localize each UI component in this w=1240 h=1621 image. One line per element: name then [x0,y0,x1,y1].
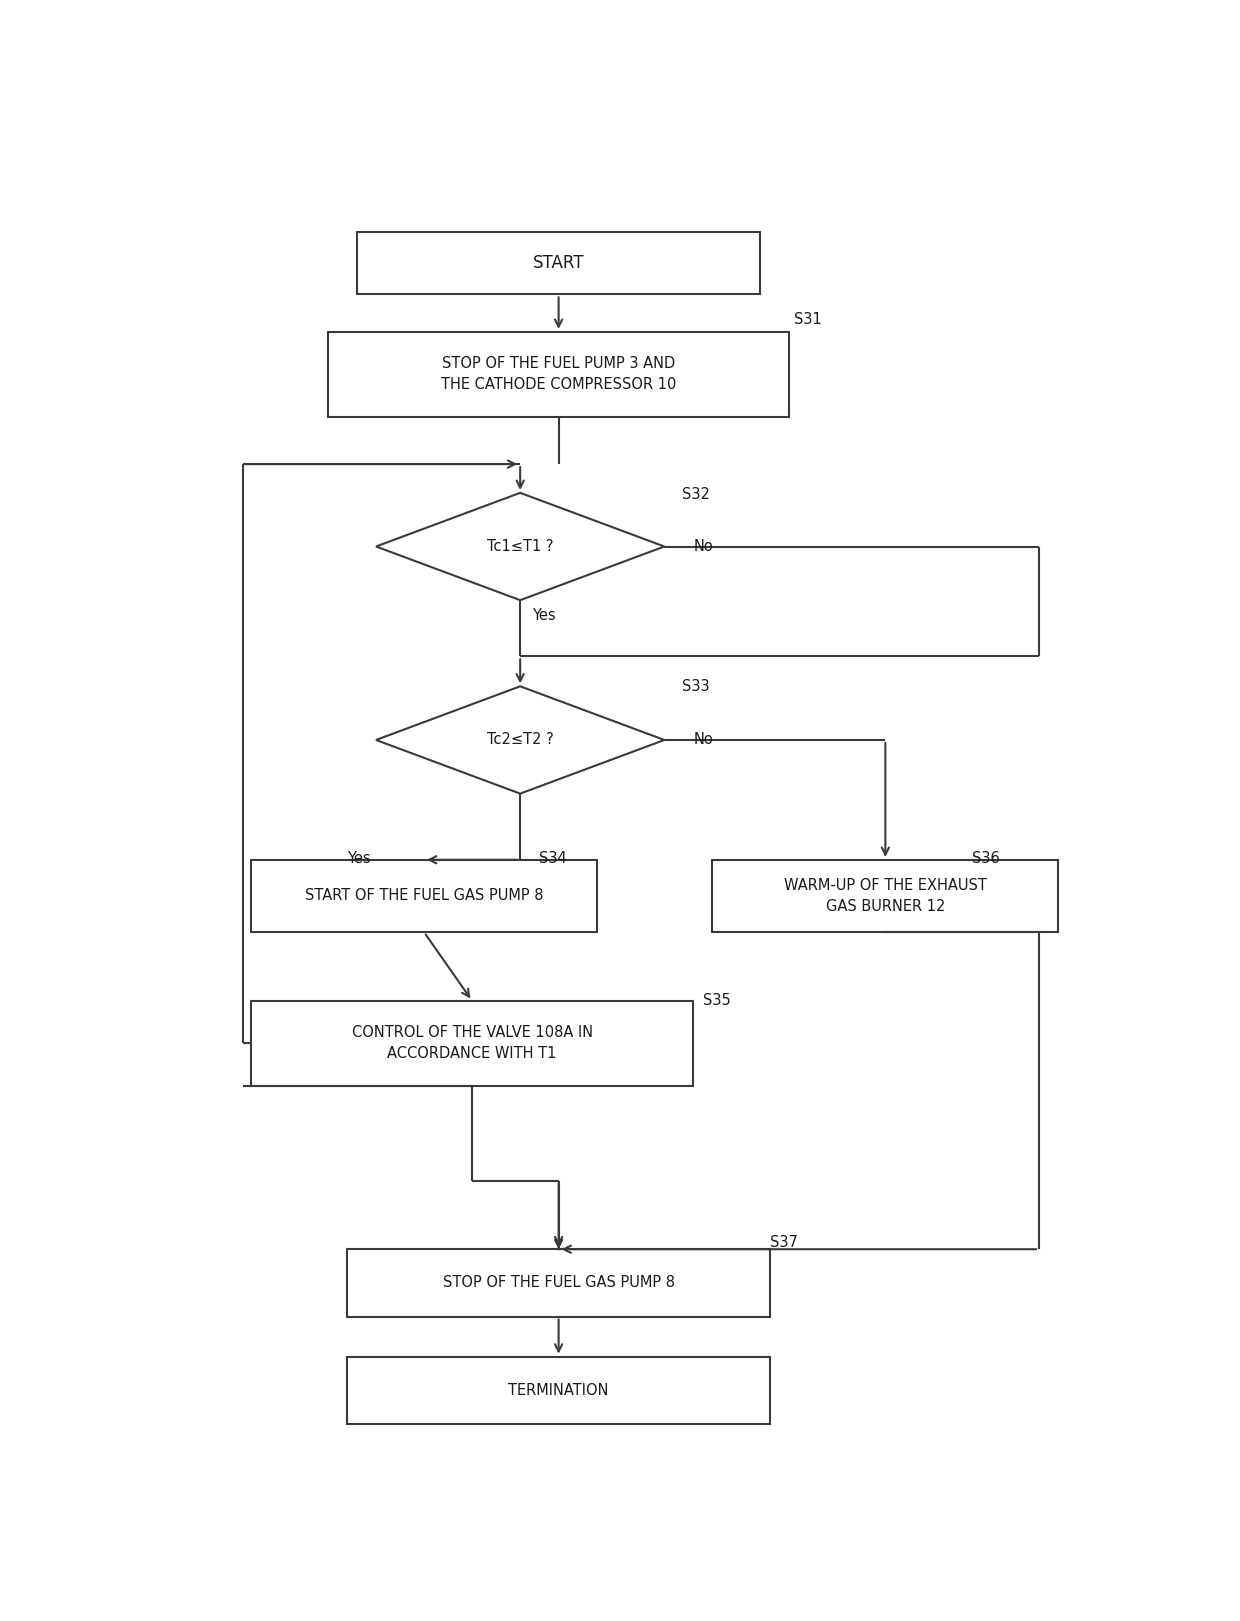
Text: S36: S36 [972,851,999,866]
Text: STOP OF THE FUEL GAS PUMP 8: STOP OF THE FUEL GAS PUMP 8 [443,1276,675,1290]
Text: WARM-UP OF THE EXHAUST
GAS BURNER 12: WARM-UP OF THE EXHAUST GAS BURNER 12 [784,879,987,914]
Text: START: START [533,254,584,272]
Text: S32: S32 [682,486,709,501]
Text: Tc1≤T1 ?: Tc1≤T1 ? [487,540,553,554]
FancyBboxPatch shape [327,332,789,417]
Text: S37: S37 [770,1235,797,1250]
FancyBboxPatch shape [347,1357,770,1423]
Polygon shape [376,493,665,600]
FancyBboxPatch shape [250,1000,693,1086]
Text: STOP OF THE FUEL PUMP 3 AND
THE CATHODE COMPRESSOR 10: STOP OF THE FUEL PUMP 3 AND THE CATHODE … [441,357,676,392]
Text: Yes: Yes [347,851,371,866]
FancyBboxPatch shape [250,859,596,932]
Text: S34: S34 [539,851,567,866]
FancyBboxPatch shape [347,1250,770,1316]
Text: S33: S33 [682,679,709,694]
Text: Yes: Yes [532,608,556,622]
Text: S31: S31 [794,311,822,327]
Text: START OF THE FUEL GAS PUMP 8: START OF THE FUEL GAS PUMP 8 [305,888,543,903]
FancyBboxPatch shape [357,232,760,295]
Text: Tc2≤T2 ?: Tc2≤T2 ? [487,733,553,747]
Text: No: No [693,733,713,747]
Text: TERMINATION: TERMINATION [508,1383,609,1397]
FancyBboxPatch shape [713,859,1059,932]
Text: CONTROL OF THE VALVE 108A IN
ACCORDANCE WITH T1: CONTROL OF THE VALVE 108A IN ACCORDANCE … [352,1024,593,1062]
Polygon shape [376,686,665,794]
Text: S35: S35 [703,994,730,1008]
Text: No: No [693,540,713,554]
